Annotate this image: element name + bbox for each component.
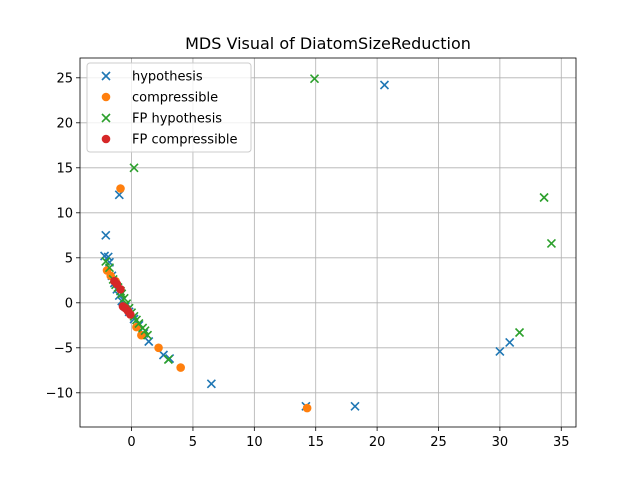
data-point bbox=[104, 263, 115, 273]
grid-lines bbox=[80, 58, 576, 427]
y-tick-label: 20 bbox=[56, 116, 73, 131]
legend-label: hypothesis bbox=[132, 70, 203, 85]
legend-marker bbox=[101, 134, 111, 144]
data-point bbox=[163, 354, 173, 365]
x-tick-label: 25 bbox=[430, 435, 447, 450]
data-point bbox=[103, 252, 113, 262]
legend-item: FP hypothesis bbox=[101, 112, 222, 127]
data-point bbox=[101, 256, 111, 266]
x-tick-label: 15 bbox=[307, 435, 324, 450]
data-point bbox=[116, 184, 125, 193]
axis-ticks: 0 5 10 15 20 25 30 35 −10 −5 0 5 10 15 20 25 bbox=[46, 71, 570, 450]
data-point bbox=[495, 346, 505, 356]
data-point bbox=[379, 80, 390, 90]
x-tick-label: 30 bbox=[492, 435, 509, 450]
y-tick-label: 25 bbox=[56, 71, 73, 86]
y-tick-label: −5 bbox=[54, 341, 73, 356]
x-tick-label: 35 bbox=[553, 435, 570, 450]
data-point bbox=[176, 363, 185, 372]
data-point bbox=[350, 401, 360, 411]
data-point bbox=[309, 74, 320, 84]
y-tick-label: 5 bbox=[65, 251, 73, 266]
data-point bbox=[119, 293, 129, 303]
data-point bbox=[546, 238, 557, 248]
y-tick-label: 0 bbox=[65, 296, 73, 311]
y-tick-label: 15 bbox=[56, 161, 73, 176]
x-tick-label: 5 bbox=[189, 435, 197, 450]
chart-title: MDS Visual of DiatomSizeReduction bbox=[185, 34, 471, 53]
data-point bbox=[539, 192, 549, 203]
data-point bbox=[302, 403, 312, 413]
legend-label: compressible bbox=[132, 91, 218, 106]
data-point bbox=[116, 285, 125, 294]
legend-item: compressible bbox=[101, 91, 218, 106]
data-point bbox=[505, 337, 515, 347]
plot-frame bbox=[79, 57, 577, 428]
data-point bbox=[129, 163, 139, 173]
legend-marker bbox=[101, 92, 111, 102]
x-tick-label: 10 bbox=[246, 435, 263, 450]
x-tick-label: 0 bbox=[127, 435, 135, 450]
data-point bbox=[101, 230, 111, 240]
data-point bbox=[140, 326, 150, 336]
data-points bbox=[99, 74, 557, 413]
data-point bbox=[206, 379, 216, 389]
data-point bbox=[514, 327, 525, 338]
legend-item: FP compressible bbox=[101, 133, 238, 148]
legend: hypothesis compressible FP hypothesis FP co… bbox=[86, 62, 252, 153]
legend-marker bbox=[101, 113, 111, 123]
legend-label: FP compressible bbox=[132, 133, 238, 148]
legend-label: FP hypothesis bbox=[132, 112, 222, 127]
data-point bbox=[154, 343, 163, 353]
data-point bbox=[142, 330, 153, 340]
legend-marker bbox=[101, 71, 111, 81]
y-tick-label: −10 bbox=[46, 386, 73, 401]
legend-box bbox=[86, 62, 252, 153]
series-fp-compressible bbox=[110, 276, 135, 319]
x-tick-label: 20 bbox=[369, 435, 386, 450]
legend-item: hypothesis bbox=[101, 70, 203, 85]
data-point bbox=[126, 310, 135, 319]
y-tick-label: 10 bbox=[56, 206, 73, 221]
